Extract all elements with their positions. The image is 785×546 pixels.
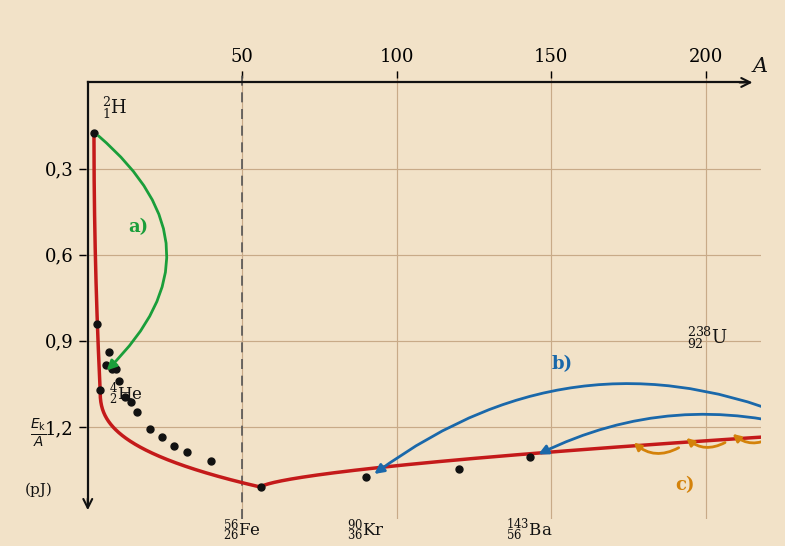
FancyArrowPatch shape xyxy=(99,136,166,368)
Text: $\mathregular{^{56}_{26}}$Fe: $\mathregular{^{56}_{26}}$Fe xyxy=(223,517,261,544)
Text: $\frac{E_{\rm k}}{A}$: $\frac{E_{\rm k}}{A}$ xyxy=(30,417,46,449)
Text: c): c) xyxy=(675,476,695,494)
FancyArrowPatch shape xyxy=(688,440,725,447)
Text: $\mathregular{^{2}_{1}}$H: $\mathregular{^{2}_{1}}$H xyxy=(102,95,127,121)
Text: $\mathregular{^{90}_{36}}$Kr: $\mathregular{^{90}_{36}}$Kr xyxy=(347,517,385,544)
Text: a): a) xyxy=(128,218,148,236)
FancyArrowPatch shape xyxy=(735,436,772,443)
FancyArrowPatch shape xyxy=(377,384,785,472)
Text: A: A xyxy=(752,57,767,76)
Text: b): b) xyxy=(551,355,572,373)
FancyArrowPatch shape xyxy=(636,444,679,454)
Text: $\mathregular{^{143}_{56}}$Ba: $\mathregular{^{143}_{56}}$Ba xyxy=(506,517,553,543)
FancyArrowPatch shape xyxy=(541,414,785,453)
Text: (pJ): (pJ) xyxy=(24,483,53,497)
Text: $\mathregular{^{4}_{2}}$He: $\mathregular{^{4}_{2}}$He xyxy=(109,381,143,407)
Text: $\mathregular{^{238}_{92}}$U: $\mathregular{^{238}_{92}}$U xyxy=(688,325,728,351)
